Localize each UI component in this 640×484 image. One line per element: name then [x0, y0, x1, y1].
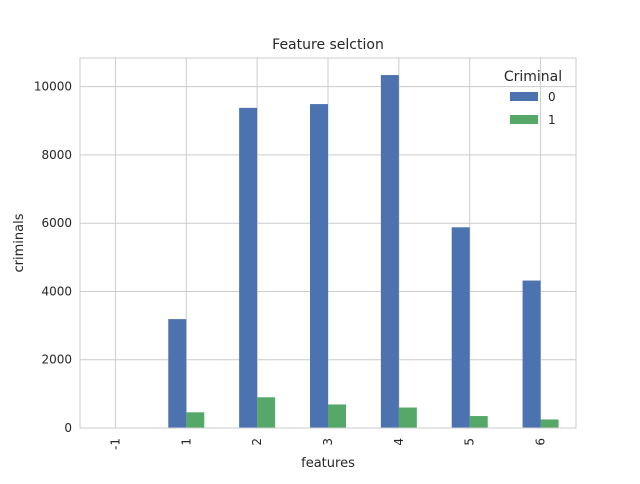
bar-series-0-5 — [451, 227, 470, 428]
bar-series-0-4 — [380, 75, 399, 429]
bar-series-1-2 — [257, 397, 276, 428]
legend-label-0: 0 — [548, 90, 556, 104]
x-tick-label-3: 3 — [321, 438, 335, 446]
legend-label-1: 1 — [548, 113, 556, 127]
y-axis-label: criminals — [12, 213, 27, 272]
x-tick-label-5: 5 — [463, 438, 477, 446]
bar-series-0-3 — [310, 104, 328, 428]
chart-title: Feature selction — [272, 37, 384, 53]
y-tick-label-1: 2000 — [41, 353, 72, 367]
plot-frame — [79, 57, 577, 429]
x-tick-label-1: 1 — [179, 438, 193, 446]
y-tick-label-3: 6000 — [41, 216, 72, 230]
x-tick-label-0: -1 — [108, 438, 122, 450]
x-tick-label-4: 4 — [392, 438, 406, 446]
bar-series-1-1 — [186, 412, 205, 428]
bar-series-0-2 — [239, 107, 258, 428]
bar-series-1-5 — [469, 416, 488, 428]
bar-series-1-6 — [540, 419, 559, 428]
tick-labels: 0 2000 4000 6000 8000 10000 -1 1 2 3 4 5 6 — [34, 80, 548, 450]
bar-series-0-6 — [522, 280, 541, 428]
bars — [168, 75, 559, 429]
x-axis-label: features — [301, 456, 355, 471]
legend: Criminal 0 1 — [504, 69, 562, 127]
x-tick-label-2: 2 — [250, 438, 264, 446]
y-tick-label-5: 10000 — [34, 80, 72, 94]
y-tick-label-4: 8000 — [41, 148, 72, 162]
bar-series-1-3 — [328, 404, 346, 428]
bar-series-1-4 — [398, 407, 417, 428]
y-tick-label-0: 0 — [64, 421, 72, 435]
legend-title: Criminal — [504, 69, 562, 85]
x-tick-label-6: 6 — [534, 438, 548, 446]
legend-swatch-0 — [510, 92, 538, 101]
bar-series-0-1 — [168, 319, 187, 428]
y-tick-label-2: 4000 — [41, 284, 72, 298]
legend-swatch-1 — [510, 115, 538, 124]
